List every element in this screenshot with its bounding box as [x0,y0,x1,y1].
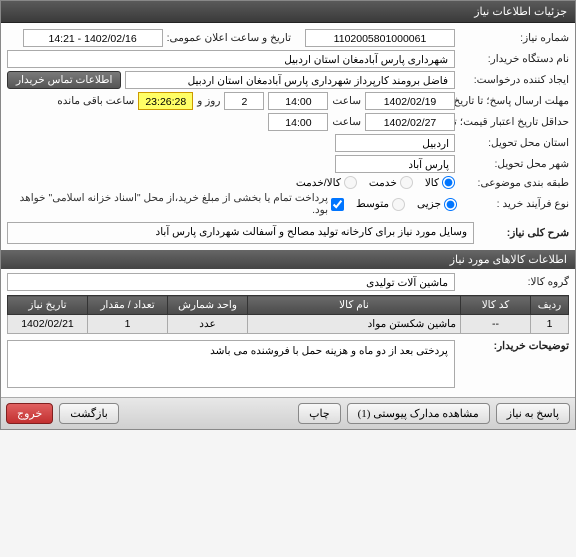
proc-medium-radio[interactable]: متوسط [356,198,405,211]
category-radio-group: کالا خدمت کالا/خدمت [296,176,455,189]
requester-field: فاضل برومند کارپرداز شهرداری پارس آبادمغ… [125,71,455,89]
respond-button[interactable]: پاسخ به نیاز [496,403,570,424]
requester-label: ایجاد کننده درخواست: [459,74,569,86]
cell-date: 1402/02/21 [8,315,88,334]
cell-code: -- [461,315,531,334]
validity-date-field: 1402/02/27 [365,113,455,131]
buyer-label: نام دستگاه خریدار: [459,53,569,65]
col-date: تاریخ نیاز [8,296,88,315]
deadline-time-field: 14:00 [268,92,328,110]
remain-label: ساعت باقی مانده [57,95,134,107]
table-header-row: ردیف کد کالا نام کالا واحد شمارش تعداد /… [8,296,569,315]
print-button[interactable]: چاپ [298,403,341,424]
cat-both-radio[interactable]: کالا/خدمت [296,176,357,189]
payment-checkbox[interactable]: پرداخت تمام یا بخشی از مبلغ خرید،از محل … [7,192,344,216]
goods-table: ردیف کد کالا نام کالا واحد شمارش تعداد /… [7,295,569,334]
attachments-button[interactable]: مشاهده مدارک پیوستی (1) [347,403,490,424]
cat-service-radio[interactable]: خدمت [369,176,413,189]
city-label: شهر محل تحویل: [459,158,569,170]
time-label-2: ساعت [332,116,361,128]
details-panel: جزئیات اطلاعات نیاز شماره نیاز: 11020058… [0,0,576,430]
proc-minor-radio[interactable]: جزیی [417,198,457,211]
col-unit: واحد شمارش [168,296,248,315]
buyer-notes: پردختی بعد از دو ماه و هزینه حمل با فروش… [7,340,455,388]
col-name: نام کالا [248,296,461,315]
col-code: کد کالا [461,296,531,315]
buyer-field: شهرداری پارس آبادمغان استان اردبیل [7,50,455,68]
col-row: ردیف [531,296,569,315]
deadline-label: مهلت ارسال پاسخ؛ تا تاریخ: [459,95,569,107]
time-label-1: ساعت [332,95,361,107]
province-label: استان محل تحویل: [459,137,569,149]
cat-goods-radio[interactable]: کالا [425,176,455,189]
cell-name: ماشین شکستن مواد [248,315,461,334]
process-label: نوع فرآیند خرید : [461,198,569,210]
form-body: شماره نیاز: 1102005801000061 تاریخ و ساع… [1,23,575,397]
group-label: گروه کالا: [459,276,569,288]
summary-field: وسایل مورد نیاز برای کارخانه تولید مصالح… [7,222,474,244]
col-qty: تعداد / مقدار [88,296,168,315]
back-button[interactable]: بازگشت [59,403,119,424]
announce-field: 1402/02/16 - 14:21 [23,29,163,47]
need-no-label: شماره نیاز: [459,32,569,44]
days-field: 2 [224,92,264,110]
footer-bar: پاسخ به نیاز مشاهده مدارک پیوستی (1) چاپ… [1,397,575,429]
remaining-time: 23:26:28 [138,92,193,110]
deadline-date-field: 1402/02/19 [365,92,455,110]
day-label: روز و [197,95,220,107]
exit-button[interactable]: خروج [6,403,53,424]
contact-info-button[interactable]: اطلاعات تماس خریدار [7,71,121,89]
province-field: اردبیل [335,134,455,152]
notes-label: توضیحات خریدار: [459,340,569,352]
category-label: طبقه بندی موضوعی: [459,177,569,189]
table-row[interactable]: 1 -- ماشین شکستن مواد عدد 1 1402/02/21 [8,315,569,334]
announce-label: تاریخ و ساعت اعلان عمومی: [167,32,291,44]
validity-time-field: 14:00 [268,113,328,131]
cell-qty: 1 [88,315,168,334]
group-field: ماشین آلات تولیدی [7,273,455,291]
city-field: پارس آباد [335,155,455,173]
cell-idx: 1 [531,315,569,334]
cell-unit: عدد [168,315,248,334]
summary-label: شرح کلی نیاز: [478,227,569,239]
process-radio-group: جزیی متوسط [356,198,457,211]
validity-label: حداقل تاریخ اعتبار قیمت؛ تا تاریخ: [459,116,569,128]
need-no-field: 1102005801000061 [305,29,455,47]
goods-section-header: اطلاعات کالاهای مورد نیاز [1,250,575,269]
panel-title: جزئیات اطلاعات نیاز [1,1,575,23]
